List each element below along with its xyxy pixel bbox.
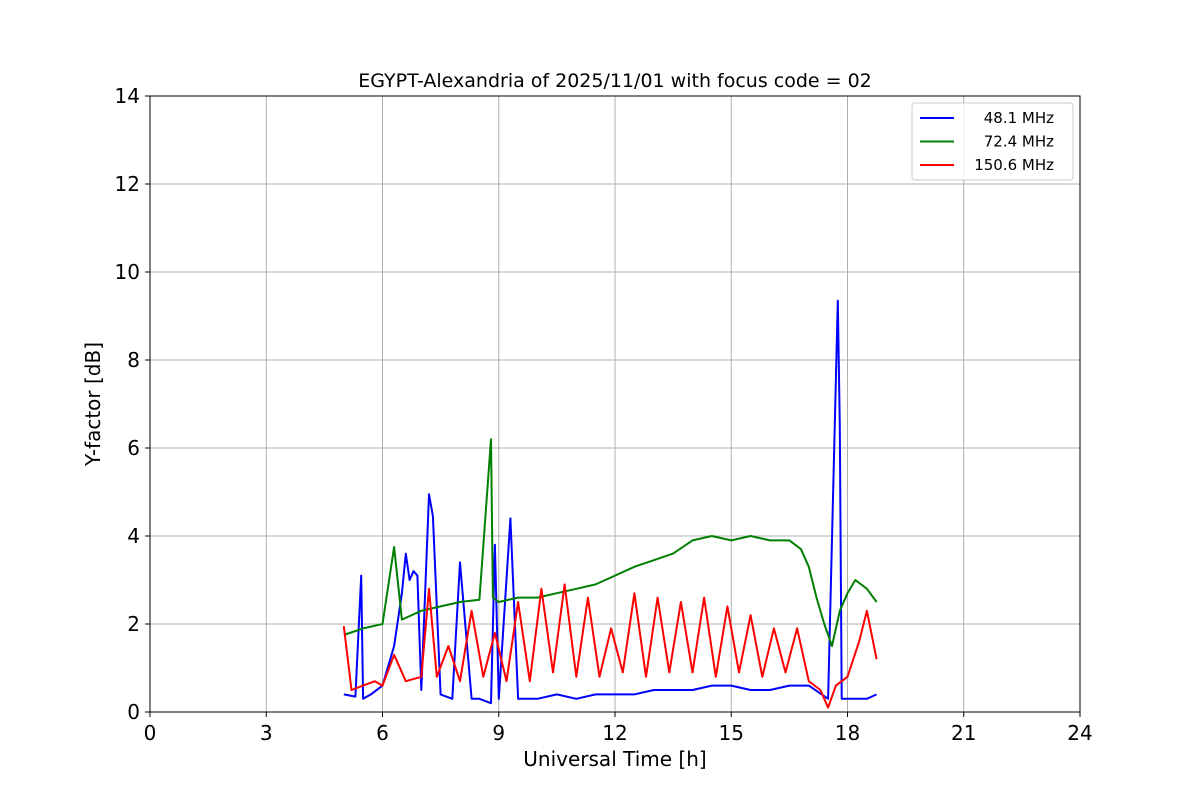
y-tick-label: 0 (127, 700, 140, 724)
legend-label: 48.1 MHz (984, 109, 1054, 127)
series-layer (342, 299, 878, 709)
y-tick-label: 4 (127, 524, 140, 548)
y-tick-label: 14 (115, 84, 140, 108)
x-tick-label: 15 (719, 721, 744, 745)
x-tick-label: 24 (1067, 721, 1092, 745)
y-tick-label: 8 (127, 348, 140, 372)
x-tick-label: 0 (144, 721, 157, 745)
y-tick-label: 2 (127, 612, 140, 636)
x-tick-label: 9 (492, 721, 505, 745)
legend: 48.1 MHz 72.4 MHz 150.6 MHz (911, 102, 1074, 181)
y-tick-label: 12 (115, 172, 140, 196)
series-line-72-4-mhz (343, 438, 878, 647)
y-ticks: 0 2 4 6 8 10 12 14 (115, 84, 150, 724)
x-axis-label: Universal Time [h] (523, 747, 706, 771)
chart-title: EGYPT-Alexandria of 2025/11/01 with focu… (358, 70, 872, 92)
x-tick-label: 21 (951, 721, 976, 745)
series-line-48-1-mhz (343, 299, 878, 705)
x-tick-label: 6 (376, 721, 389, 745)
x-tick-label: 3 (260, 721, 273, 745)
x-tick-label: 18 (835, 721, 860, 745)
y-axis-label: Y-factor [dB] (81, 342, 105, 467)
y-tick-label: 6 (127, 436, 140, 460)
y-tick-label: 10 (115, 260, 140, 284)
legend-label: 72.4 MHz (984, 133, 1054, 151)
x-ticks: 0 3 6 9 12 15 18 21 24 (144, 712, 1093, 745)
x-tick-label: 12 (602, 721, 627, 745)
legend-box (911, 102, 1074, 181)
legend-label: 150.6 MHz (974, 156, 1054, 174)
series-line-150-6-mhz (342, 583, 878, 709)
